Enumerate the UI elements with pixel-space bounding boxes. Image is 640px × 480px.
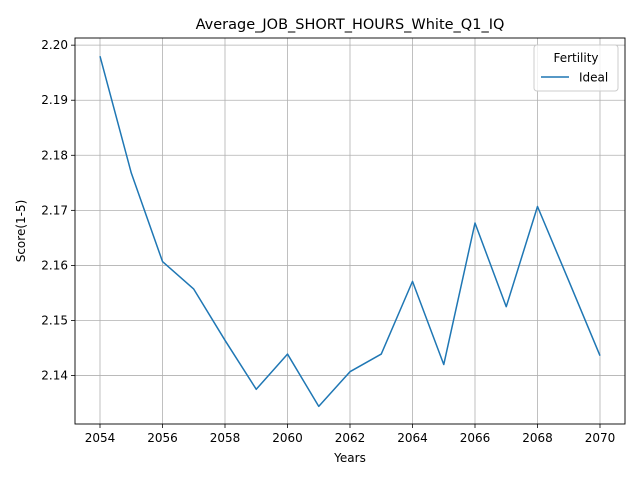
chart-title: Average_JOB_SHORT_HOURS_White_Q1_IQ (196, 17, 505, 33)
legend-label-ideal: Ideal (579, 71, 608, 85)
x-tick-label: 2066 (460, 431, 491, 445)
series-layer (99, 55, 601, 408)
y-tick-label: 2.20 (41, 38, 68, 52)
x-tick-label: 2068 (522, 431, 553, 445)
series-line-ideal (99, 55, 601, 408)
legend: Fertility Ideal (533, 44, 619, 92)
y-axis-label: Score(1-5) (14, 200, 28, 263)
x-axis: 2054 2056 2058 2060 2062 2064 2066 2068 2070 (85, 424, 616, 445)
x-axis-label: Years (333, 451, 366, 465)
y-tick-label: 2.18 (41, 148, 68, 162)
y-tick-label: 2.15 (41, 313, 68, 327)
y-tick-label: 2.17 (41, 203, 68, 217)
x-tick-label: 2056 (147, 431, 178, 445)
grid (75, 38, 625, 424)
legend-title: Fertility (553, 51, 598, 65)
y-tick-label: 2.14 (41, 369, 68, 383)
y-axis: 2.14 2.15 2.16 2.17 2.18 2.19 2.20 (41, 38, 75, 383)
y-tick-label: 2.19 (41, 93, 68, 107)
x-tick-label: 2062 (335, 431, 366, 445)
legend-box (533, 44, 619, 92)
x-tick-label: 2054 (85, 431, 116, 445)
x-tick-label: 2064 (397, 431, 428, 445)
y-tick-label: 2.16 (41, 258, 68, 272)
x-tick-label: 2058 (210, 431, 241, 445)
x-tick-label: 2060 (272, 431, 303, 445)
x-tick-label: 2070 (585, 431, 616, 445)
